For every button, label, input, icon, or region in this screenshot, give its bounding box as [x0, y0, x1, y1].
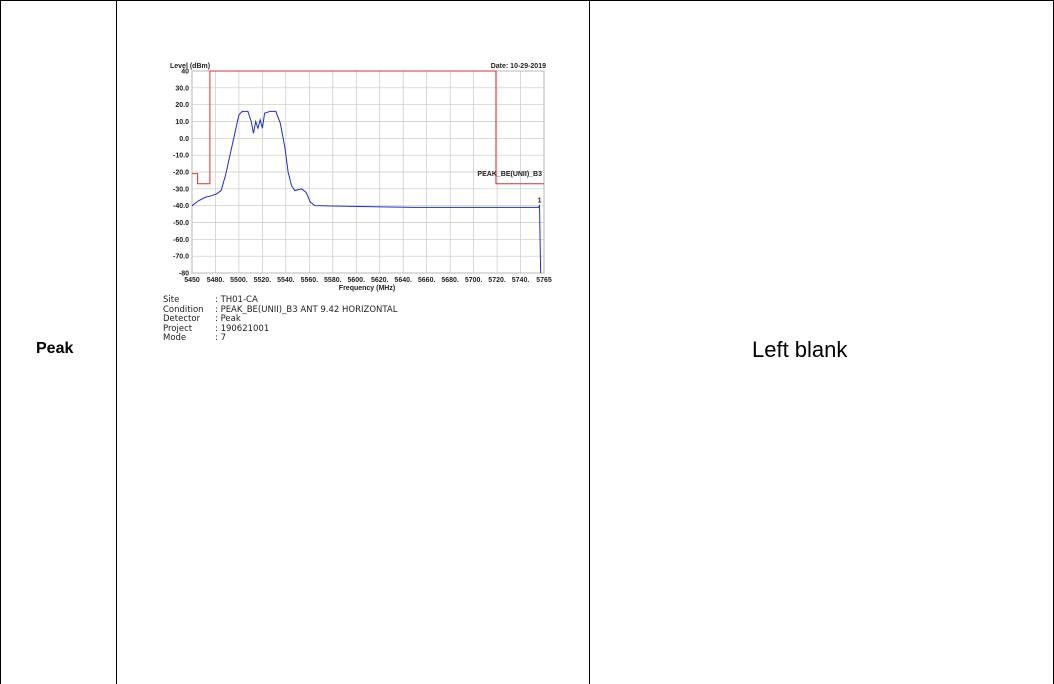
y-tick-label: 40	[181, 69, 189, 76]
y-tick-label: 10.0	[175, 119, 189, 126]
y-tick-label: 20.0	[175, 102, 189, 109]
limit-line	[192, 70, 544, 185]
x-tick-label: 5580.	[324, 277, 342, 284]
y-tick-label: -30.0	[173, 186, 189, 193]
left-border	[0, 0, 1, 684]
site-key: Site	[163, 295, 180, 305]
y-tick-label: -70.0	[173, 254, 189, 261]
x-tick-label: 5540.	[277, 277, 295, 284]
date-label: Date: 10-29-2019	[491, 63, 546, 70]
site-value: : TH01-CA	[215, 295, 258, 305]
row-label: Peak	[36, 340, 74, 357]
col-divider-2	[589, 0, 590, 684]
x-tick-label: 5700.	[465, 277, 483, 284]
detector-value: : Peak	[215, 314, 241, 324]
x-tick-label: 5500.	[230, 277, 248, 284]
x-tick-label: 5480.	[207, 277, 225, 284]
spectrum-chart: 40 30.0 20.0 10.0 0.0 -10.0 -20.0 -30.0 -40.0 -50…	[170, 63, 552, 292]
x-tick-label: 5720.	[488, 277, 506, 284]
top-border	[0, 0, 1054, 1]
project-key: Project	[163, 323, 193, 334]
x-tick-label: 5600.	[348, 277, 366, 284]
y-tick-label: -20.0	[173, 170, 189, 177]
condition-key: Condition	[163, 304, 204, 315]
x-tick-label: 5450	[184, 277, 200, 284]
x-tick-label: 5640.	[394, 277, 412, 284]
x-tick-label: 5740.	[512, 277, 530, 284]
x-axis-label: Frequency (MHz)	[339, 285, 395, 292]
x-tick-label: 5520.	[254, 277, 272, 284]
y-tick-label: -10.0	[173, 153, 189, 160]
y-tick-labels: 40 30.0 20.0 10.0 0.0 -10.0 -20.0 -30.0 -40.0 -50…	[173, 69, 189, 278]
mode-key: Mode	[163, 333, 187, 343]
mode-value: : 7	[215, 333, 226, 343]
y-tick-label: -50.0	[173, 220, 189, 227]
y-tick-label: 0.0	[179, 136, 189, 143]
condition-value: : PEAK_BE(UNII)_B3 ANT 9.42 HORIZONTAL	[215, 304, 398, 315]
detector-key: Detector	[163, 314, 201, 324]
col-divider-1	[116, 0, 117, 684]
y-axis-label: Level (dBm)	[170, 63, 210, 70]
y-tick-label: -60.0	[173, 237, 189, 244]
x-tick-label: 5680.	[441, 277, 459, 284]
limit-line-label: PEAK_BE(UNII)_B3	[477, 171, 542, 178]
y-tick-label: -80	[179, 271, 189, 278]
y-tick-label: 30.0	[175, 85, 189, 92]
project-value: : 190621001	[215, 323, 270, 334]
left-blank-label: Left blank	[752, 337, 848, 362]
spectrum-trace	[191, 110, 542, 274]
x-tick-labels: 5450 5480. 5500. 5520. 5540. 5560. 5580. 5600. 5…	[184, 277, 552, 284]
y-tick-label: -40.0	[173, 203, 189, 210]
test-metadata: Site : TH01-CA Condition : PEAK_BE(UNII)_B…	[163, 295, 398, 344]
x-tick-label: 5560.	[301, 277, 319, 284]
x-tick-label: 5620.	[371, 277, 389, 284]
x-tick-label: 5660.	[418, 277, 436, 284]
x-tick-label: 5765	[536, 277, 552, 284]
grid-lines	[191, 70, 545, 274]
marker-label: 1	[538, 197, 542, 204]
